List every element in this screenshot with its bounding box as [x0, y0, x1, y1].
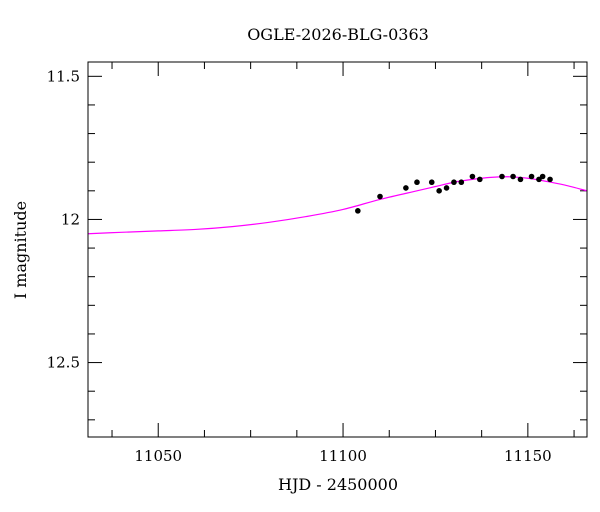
tick-labels: 11050 11100 11150 11.5 12 12.5 [47, 67, 552, 465]
y-tick-label: 12 [61, 210, 80, 228]
data-point [458, 179, 465, 186]
data-point [517, 176, 524, 183]
y-tick-label: 11.5 [47, 67, 80, 85]
data-point [547, 176, 553, 183]
y-tick-label: 12.5 [47, 354, 80, 372]
data-point [528, 173, 535, 180]
data-point [443, 185, 450, 191]
x-tick-label: 11100 [319, 447, 367, 465]
model-curve-layer [88, 176, 587, 235]
data-point [469, 173, 476, 180]
x-axis-label: HJD - 2450000 [278, 475, 398, 494]
data-point [510, 173, 516, 180]
data-point [499, 173, 505, 180]
data-point [539, 173, 546, 180]
data-points-layer [355, 173, 553, 214]
axis-ticks [88, 62, 587, 437]
data-point [477, 176, 483, 183]
data-point [428, 179, 435, 186]
x-tick-label: 11150 [504, 447, 552, 465]
data-point [355, 208, 361, 214]
data-point [403, 185, 409, 191]
data-point [451, 179, 457, 186]
model-curve [88, 176, 587, 235]
data-point [436, 188, 442, 194]
x-tick-label: 11050 [134, 447, 182, 465]
y-axis-label: I magnitude [11, 201, 30, 299]
data-point [377, 193, 383, 200]
chart-title: OGLE-2026-BLG-0363 [247, 25, 429, 44]
plot-frame [87, 61, 588, 438]
data-point [414, 179, 420, 186]
